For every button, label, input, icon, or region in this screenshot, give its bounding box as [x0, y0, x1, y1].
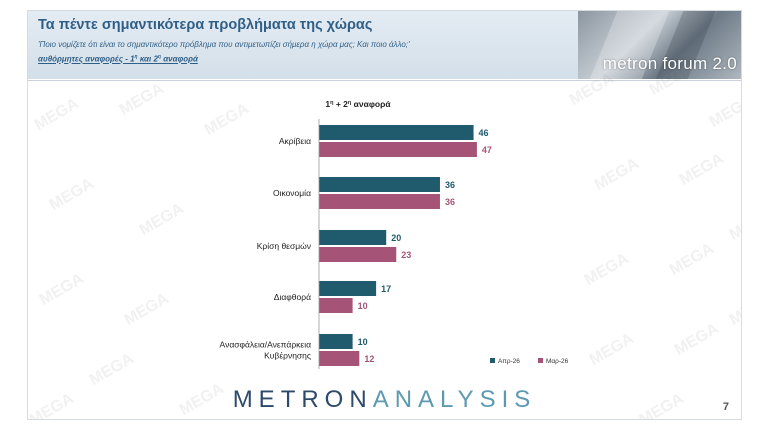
data-label: 12 [364, 354, 374, 364]
metron-forum-logo: metron forum 2.0 [578, 11, 741, 79]
data-label: 36 [445, 180, 455, 190]
bar [319, 281, 377, 296]
legend-label: Απρ-26 [498, 358, 520, 365]
category-label: Κρίση θεσμών [257, 241, 311, 251]
bar [319, 230, 387, 245]
bar [319, 247, 397, 262]
bar [319, 351, 360, 366]
bar [319, 334, 353, 349]
data-label: 47 [482, 145, 492, 155]
question-line: 'Ποιο νομίζετε ότι είναι το σημαντικότερ… [38, 40, 410, 49]
category-label: Ανασφάλεια/Ανεπάρκεια [220, 340, 312, 350]
slide: Τα πέντε σημαντικότερα προβλήματα της χώ… [27, 10, 742, 420]
bar [319, 177, 440, 192]
category-label: Κυβέρνησης [264, 351, 311, 361]
category-label: Διαφθορά [274, 292, 311, 302]
bar [319, 142, 477, 157]
data-label: 36 [445, 197, 455, 207]
category-label: Οικονομία [273, 188, 311, 198]
data-label: 20 [391, 233, 401, 243]
logo-text: metron forum 2.0 [602, 54, 737, 73]
header-divider [28, 80, 741, 81]
bar [319, 194, 440, 209]
metron-analysis-brand: METRONANALYSIS [232, 386, 537, 413]
data-label: 10 [358, 337, 368, 347]
page-number: 7 [722, 401, 729, 413]
category-label: Ακρίβεια [279, 136, 311, 146]
header: Τα πέντε σημαντικότερα προβλήματα της χώ… [28, 11, 741, 79]
question-text: 'Ποιο νομίζετε ότι είναι το σημαντικότερ… [38, 38, 583, 66]
data-label: 23 [401, 250, 411, 260]
data-label: 17 [381, 284, 391, 294]
bar [319, 298, 353, 313]
bar [319, 125, 474, 140]
page-title: Τα πέντε σημαντικότερα προβλήματα της χώ… [38, 17, 373, 33]
data-label: 10 [358, 301, 368, 311]
data-label: 46 [479, 128, 489, 138]
legend-label: Μαρ-26 [546, 358, 569, 365]
legend-swatch [538, 358, 543, 363]
legend-swatch [490, 358, 495, 363]
chart-title: 1η + 2η αναφορά [325, 99, 391, 109]
mention-note: αυθόρμητες αναφορές - 1η και 2η αναφορά [38, 54, 198, 64]
bar-chart: 1η + 2η αναφορά 46 47 Ακρίβεια 36 36 Οικονομία… [220, 99, 569, 369]
